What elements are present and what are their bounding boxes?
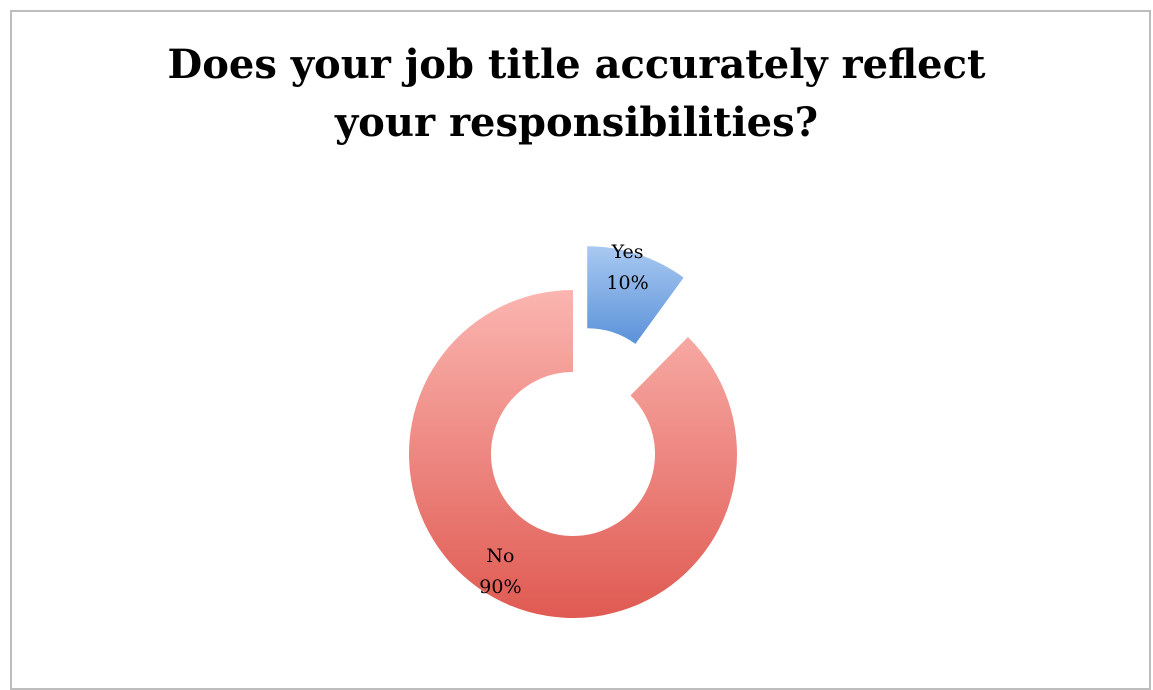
slice-no-label: No: [486, 545, 514, 567]
labels-group: Yes 10% No 90%: [479, 241, 648, 598]
chart-title-line-2: your responsibilities?: [334, 99, 819, 146]
slice-no-value-label: 90%: [479, 576, 521, 598]
slices-group: [408, 246, 737, 618]
chart-title-line-1: Does your job title accurately reflect: [167, 41, 986, 88]
slice-yes: [587, 246, 684, 344]
slice-no: [408, 290, 737, 618]
chart-title: Does your job title accurately reflect y…: [0, 36, 1153, 152]
slice-yes-label: Yes: [611, 241, 644, 263]
slice-yes-value-label: 10%: [606, 272, 648, 294]
